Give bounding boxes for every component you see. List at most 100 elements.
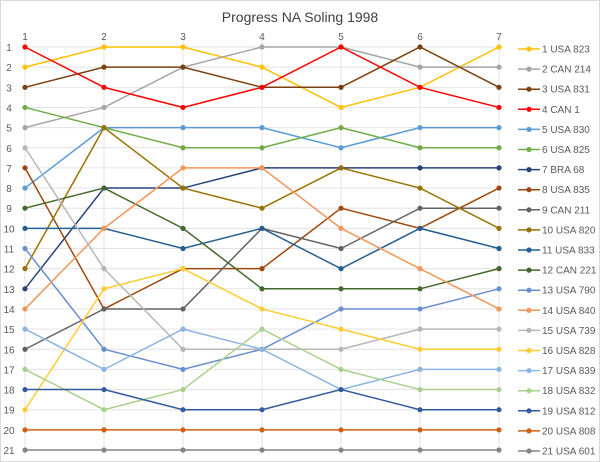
- data-point: [180, 104, 186, 111]
- data-point: [259, 125, 265, 131]
- series-lines: [22, 44, 502, 453]
- data-point: [22, 326, 28, 332]
- data-point: [417, 165, 423, 171]
- legend-item: 14 USA 840: [518, 306, 596, 317]
- data-point: [496, 286, 502, 292]
- legend-item: 12 CAN 221: [518, 266, 597, 277]
- data-point: [259, 205, 265, 211]
- data-point: [180, 326, 186, 332]
- data-point: [22, 306, 28, 312]
- legend-marker: [526, 408, 532, 414]
- data-point: [22, 407, 28, 413]
- data-point: [22, 427, 28, 433]
- legend-item: 13 USA 790: [518, 286, 596, 297]
- x-tick-labels: 1 2 3 4 5 6 7: [22, 32, 502, 43]
- data-point: [101, 64, 107, 70]
- data-point: [22, 366, 28, 372]
- legend-item: 20 USA 808: [518, 426, 596, 437]
- data-point: [338, 346, 344, 352]
- data-point: [338, 165, 344, 171]
- legend-item: 6 USA 825: [518, 145, 590, 156]
- legend-marker: [526, 46, 532, 52]
- legend-marker: [526, 106, 532, 112]
- legend-label: 10 USA 820: [542, 225, 596, 236]
- series-14: [22, 165, 502, 312]
- legend-marker: [526, 66, 532, 72]
- data-point: [101, 125, 107, 131]
- data-point: [496, 346, 502, 352]
- legend-item: 19 USA 812: [518, 406, 596, 417]
- data-point: [22, 447, 28, 453]
- data-point: [338, 266, 344, 272]
- legend-label: 13 USA 790: [542, 286, 596, 297]
- legend-label: 4 CAN 1: [542, 105, 580, 116]
- data-point: [22, 165, 28, 171]
- data-point: [417, 286, 423, 292]
- legend-marker: [526, 167, 532, 173]
- series-19: [22, 386, 502, 413]
- data-point: [259, 286, 265, 292]
- data-point: [22, 205, 28, 211]
- y-tick-label: 14: [3, 305, 15, 316]
- legend-item: 9 CAN 211: [518, 205, 591, 216]
- data-point: [338, 286, 344, 292]
- data-point: [496, 84, 502, 90]
- data-point: [338, 326, 344, 332]
- data-point: [101, 225, 107, 231]
- data-point: [417, 366, 423, 372]
- data-point: [496, 447, 502, 453]
- data-point: [22, 346, 28, 352]
- data-point: [417, 326, 423, 332]
- data-point: [259, 145, 265, 151]
- legend-label: 6 USA 825: [542, 145, 590, 156]
- data-point: [496, 427, 502, 433]
- data-point: [338, 225, 344, 231]
- data-point: [496, 185, 502, 191]
- data-point: [417, 447, 423, 453]
- data-point: [417, 306, 423, 312]
- data-point: [180, 185, 186, 191]
- legend-marker: [526, 247, 532, 253]
- data-point: [259, 346, 265, 352]
- y-tick-label: 4: [6, 103, 12, 114]
- data-point: [22, 84, 28, 90]
- y-tick-label: 19: [3, 406, 15, 417]
- data-point: [259, 407, 265, 413]
- legend-label: 12 CAN 221: [542, 266, 597, 277]
- legend-item: 3 USA 831: [518, 85, 590, 96]
- data-point: [417, 346, 423, 352]
- data-point: [338, 125, 344, 131]
- data-point: [496, 125, 502, 131]
- data-point: [101, 266, 107, 272]
- legend-marker: [526, 368, 532, 374]
- data-point: [417, 64, 423, 70]
- y-tick-label: 3: [6, 83, 12, 94]
- series-21: [22, 447, 502, 453]
- legend-marker: [526, 207, 532, 213]
- data-point: [101, 427, 107, 433]
- series-18: [22, 326, 502, 413]
- data-point: [259, 225, 265, 231]
- data-point: [22, 386, 28, 393]
- legend-item: 17 USA 839: [518, 366, 596, 377]
- legend-item: 11 USA 833: [518, 246, 595, 257]
- y-tick-label: 16: [3, 345, 15, 356]
- data-point: [180, 447, 186, 453]
- data-point: [417, 185, 423, 191]
- y-tick-label: 20: [3, 426, 15, 437]
- legend-label: 18 USA 832: [542, 386, 596, 397]
- data-point: [496, 366, 502, 372]
- data-point: [496, 245, 502, 252]
- y-tick-label: 18: [3, 386, 15, 397]
- data-point: [101, 386, 107, 393]
- data-point: [338, 145, 344, 151]
- data-point: [101, 104, 107, 111]
- data-point: [338, 245, 344, 252]
- data-point: [101, 306, 107, 312]
- legend-label: 19 USA 812: [542, 406, 596, 417]
- data-point: [22, 185, 28, 191]
- data-point: [180, 145, 186, 151]
- x-tick-label: 4: [259, 32, 265, 43]
- data-point: [417, 84, 423, 90]
